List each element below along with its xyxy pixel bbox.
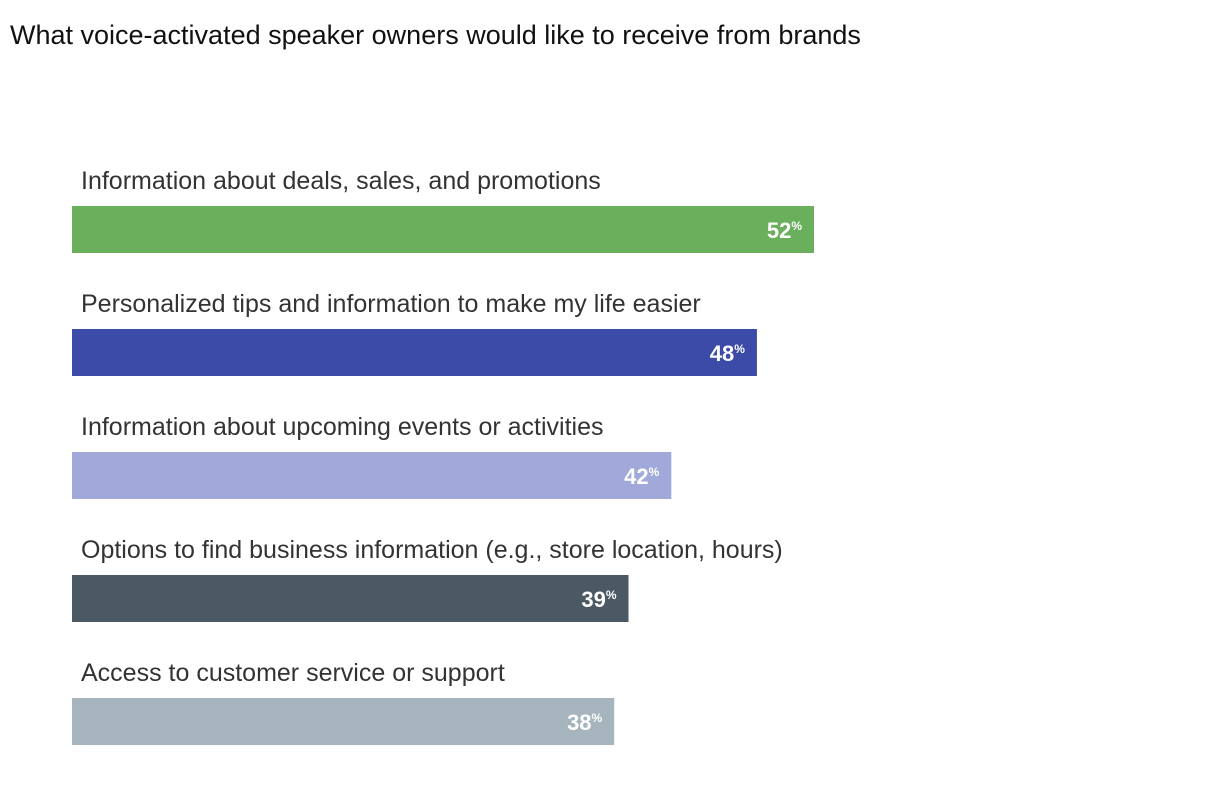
category-label: Access to customer service or support xyxy=(81,659,505,687)
category-label: Personalized tips and information to mak… xyxy=(81,290,701,318)
chart-title: What voice-activated speaker owners woul… xyxy=(10,20,861,50)
bar xyxy=(72,575,629,622)
bar xyxy=(72,206,814,253)
category-label: Options to find business information (e.… xyxy=(81,536,783,564)
bar xyxy=(72,698,615,745)
bar xyxy=(72,452,672,499)
category-label: Information about upcoming events or act… xyxy=(81,413,604,441)
category-label: Information about deals, sales, and prom… xyxy=(81,167,601,195)
bar xyxy=(72,329,757,376)
